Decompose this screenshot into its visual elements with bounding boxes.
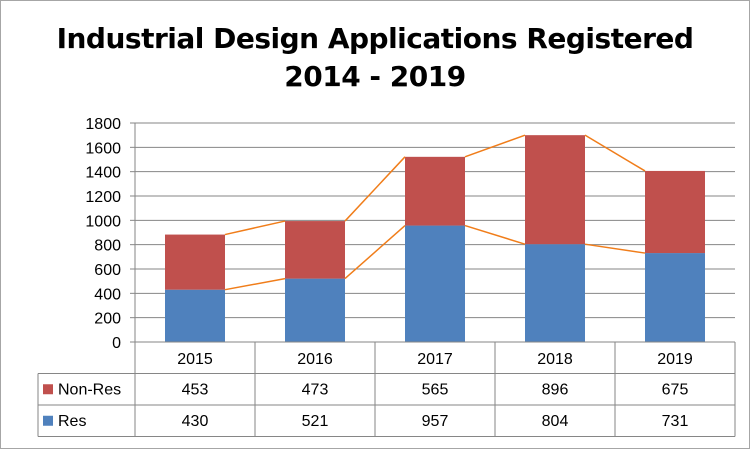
data-label-non-res: 675 [662,382,689,399]
bar-non-res-2015 [165,235,225,290]
legend-label-res: Res [58,413,86,430]
y-tick-label: 1000 [85,213,121,230]
series-line-non-res-3 [585,135,645,171]
bar-non-res-2017 [405,157,465,226]
bar-res-2017 [405,226,465,342]
bar-res-2018 [525,244,585,342]
y-tick-label: 800 [94,238,121,255]
data-label-res: 521 [302,413,329,430]
y-tick-label: 600 [94,262,121,279]
x-tick-label: 2017 [417,351,453,368]
series-line-non-res-2 [465,135,525,157]
data-label-non-res: 896 [542,382,569,399]
x-tick-label: 2018 [537,351,573,368]
bar-res-2015 [165,290,225,342]
y-tick-label: 1800 [85,116,121,133]
bar-non-res-2016 [285,221,345,279]
data-label-res: 430 [182,413,209,430]
legend-label-non-res: Non-Res [58,382,121,399]
series-line-res-0 [225,279,285,290]
bar-res-2016 [285,279,345,342]
bar-non-res-2018 [525,135,585,244]
data-label-res: 957 [422,413,449,430]
bar-res-2019 [645,253,705,342]
series-line-non-res-1 [345,157,405,221]
data-label-non-res: 453 [182,382,209,399]
y-tick-label: 200 [94,311,121,328]
y-tick-label: 0 [112,335,121,352]
x-tick-label: 2015 [177,351,213,368]
series-line-non-res-0 [225,221,285,235]
data-label-res: 804 [542,413,569,430]
y-tick-label: 1400 [85,165,121,182]
x-tick-label: 2016 [297,351,333,368]
series-line-res-2 [465,226,525,245]
series-line-res-3 [585,244,645,253]
legend-key-res [43,416,53,426]
y-tick-label: 1200 [85,189,121,206]
data-label-non-res: 565 [422,382,449,399]
bar-non-res-2019 [645,171,705,253]
series-line-res-1 [345,226,405,279]
data-label-res: 731 [662,413,689,430]
x-tick-label: 2019 [657,351,693,368]
legend-key-non-res [43,384,53,394]
stacked-bar-chart: 0 200 400 600 800 1000 1200 1400 1600 1800 2015 201… [0,0,750,449]
y-tick-label: 1600 [85,140,121,157]
y-tick-label: 400 [94,286,121,303]
data-label-non-res: 473 [302,382,329,399]
